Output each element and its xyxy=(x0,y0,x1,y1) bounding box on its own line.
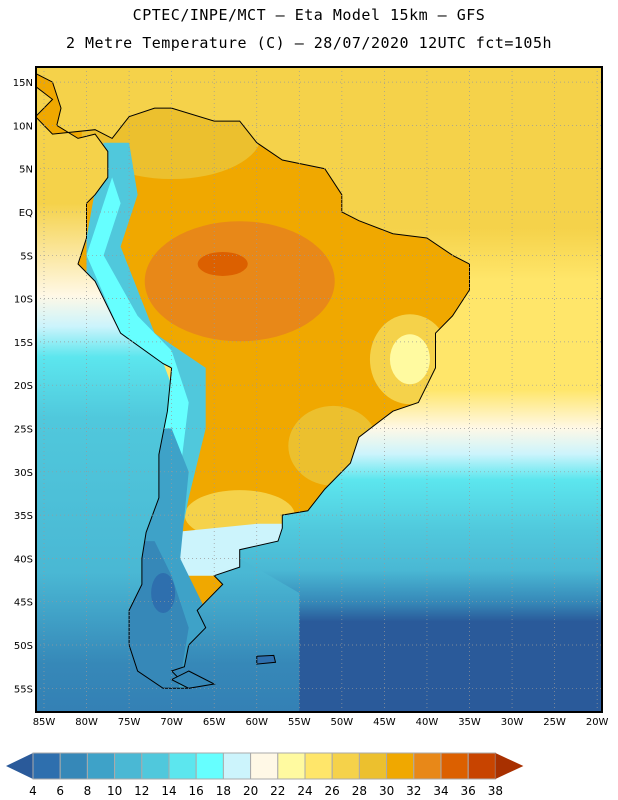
lon-tick-label: 25W xyxy=(543,717,566,728)
lon-tick-label: 65W xyxy=(203,717,226,728)
falkland-islands xyxy=(256,654,277,665)
colorbar-swatch xyxy=(304,752,333,780)
lon-tick-label: 75W xyxy=(118,717,141,728)
title-line-2: 2 Metre Temperature (C) – 28/07/2020 12U… xyxy=(65,34,553,52)
lon-tick-label: 70W xyxy=(160,717,183,728)
lon-tick-label: 55W xyxy=(288,717,311,728)
colorbar-label: 22 xyxy=(270,784,285,798)
colorbar-label: 28 xyxy=(352,784,367,798)
colorbar-swatch xyxy=(467,752,496,780)
lat-tick-label: 50S xyxy=(14,641,33,652)
colorbar-swatch xyxy=(195,752,224,780)
colorbar-above-arrow xyxy=(495,753,524,779)
colorbar-swatch xyxy=(141,752,170,780)
lat-tick-label: 15N xyxy=(13,78,33,89)
colorbar-label: 36 xyxy=(461,784,476,798)
lat-tick-label: 45S xyxy=(14,598,33,609)
colorbar-swatch xyxy=(331,752,360,780)
amazon-warm-area xyxy=(144,221,335,342)
colorbar-label: 34 xyxy=(433,784,448,798)
colorbar-label: 14 xyxy=(161,784,176,798)
colorbar-swatch xyxy=(250,752,279,780)
lat-tick-label: EQ xyxy=(19,208,33,219)
map-field xyxy=(36,67,602,712)
lon-tick-label: 80W xyxy=(75,717,98,728)
lon-tick-label: 50W xyxy=(331,717,354,728)
colorbar-label: 32 xyxy=(406,784,421,798)
title-line-1: CPTEC/INPE/MCT – Eta Model 15km – GFS xyxy=(132,6,486,24)
lat-tick-label: 25S xyxy=(14,425,33,436)
colorbar-label: 18 xyxy=(216,784,231,798)
colorbar-label: 4 xyxy=(29,784,37,798)
lon-tick-label: 85W xyxy=(33,717,56,728)
colorbar-swatch xyxy=(358,752,388,780)
lat-tick-label: 55S xyxy=(14,684,33,695)
map-frame xyxy=(35,66,603,713)
lat-tick-label: 5S xyxy=(20,251,33,262)
colorbar-label: 16 xyxy=(189,784,204,798)
lat-tick-label: 10S xyxy=(14,295,33,306)
coastline xyxy=(36,67,470,689)
colorbar-label: 26 xyxy=(325,784,340,798)
lat-tick-label: 20S xyxy=(14,381,33,392)
colorbar-swatch xyxy=(114,752,143,780)
lat-tick-label: 10N xyxy=(13,121,33,132)
colorbar-below-arrow xyxy=(6,753,33,779)
lon-tick-label: 45W xyxy=(373,717,396,728)
colorbar-swatch xyxy=(168,752,197,780)
lat-tick-label: 30S xyxy=(14,468,33,479)
colorbar-swatch xyxy=(440,752,469,780)
colorbar-swatch xyxy=(59,752,88,780)
colorbar-label: 30 xyxy=(379,784,394,798)
colorbar-label: 8 xyxy=(84,784,92,798)
colorbar-label: 12 xyxy=(134,784,149,798)
colorbar-swatch xyxy=(413,752,442,780)
lat-tick-label: 5N xyxy=(19,165,33,176)
lon-tick-label: 35W xyxy=(458,717,481,728)
colorbar-swatch xyxy=(32,752,61,780)
colorbar-label: 24 xyxy=(297,784,312,798)
colorbar-label: 6 xyxy=(56,784,64,798)
lat-tick-label: 40S xyxy=(14,554,33,565)
lon-tick-label: 30W xyxy=(501,717,524,728)
colorbar-swatch xyxy=(222,752,252,780)
lat-tick-label: 35S xyxy=(14,511,33,522)
colorbar-label: 20 xyxy=(243,784,258,798)
colorbar-swatch xyxy=(386,752,415,780)
colorbar-label: 10 xyxy=(107,784,122,798)
colorbar-swatch xyxy=(277,752,306,780)
lon-tick-label: 40W xyxy=(416,717,439,728)
lat-tick-label: 15S xyxy=(14,338,33,349)
colorbar-swatch xyxy=(86,752,116,780)
lon-tick-label: 60W xyxy=(245,717,268,728)
colorbar-label: 38 xyxy=(488,784,503,798)
lon-tick-label: 20W xyxy=(586,717,609,728)
